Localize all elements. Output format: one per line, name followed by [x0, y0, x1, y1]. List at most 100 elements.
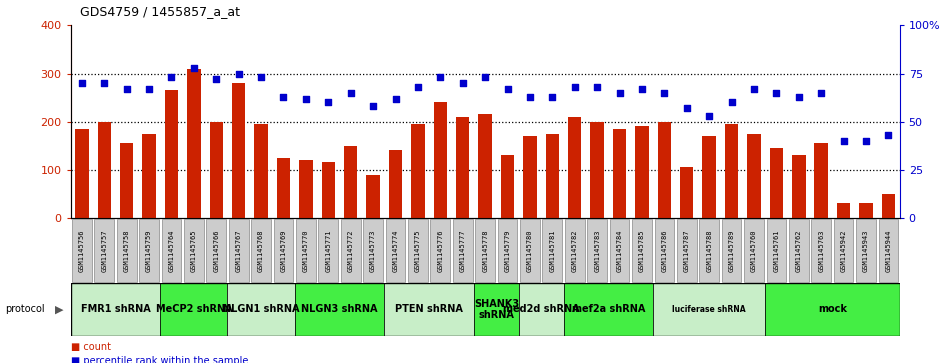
Text: GSM1145764: GSM1145764	[169, 229, 174, 272]
Point	[209, 76, 224, 82]
Text: GSM1145783: GSM1145783	[594, 229, 600, 272]
Text: PTEN shRNA: PTEN shRNA	[396, 305, 463, 314]
Bar	[120, 143, 134, 218]
Bar	[209, 122, 223, 218]
Text: protocol: protocol	[5, 305, 44, 314]
Text: GSM1145771: GSM1145771	[325, 229, 332, 272]
Bar	[72, 219, 91, 282]
Bar	[71, 283, 160, 336]
Bar	[744, 219, 764, 282]
Bar	[408, 219, 428, 282]
Point	[276, 94, 291, 99]
Point	[478, 74, 493, 80]
Bar	[632, 219, 652, 282]
Text: GSM1145761: GSM1145761	[773, 229, 779, 272]
Text: GSM1145774: GSM1145774	[393, 229, 398, 272]
Point	[321, 99, 336, 105]
Point	[432, 74, 447, 80]
Bar	[162, 219, 181, 282]
Bar	[476, 219, 495, 282]
Point	[388, 95, 403, 101]
Point	[634, 86, 649, 92]
Bar	[318, 219, 338, 282]
Point	[544, 94, 560, 99]
Bar	[856, 219, 876, 282]
Bar	[98, 122, 111, 218]
Point	[164, 74, 179, 80]
Bar	[501, 155, 514, 218]
Bar	[568, 117, 581, 218]
Bar	[412, 124, 425, 218]
Bar	[523, 136, 537, 218]
Bar	[433, 102, 447, 218]
Bar	[609, 219, 629, 282]
Text: GSM1145763: GSM1145763	[819, 229, 824, 272]
Text: mef2a shRNA: mef2a shRNA	[572, 305, 645, 314]
Point	[411, 84, 426, 90]
Text: ■ percentile rank within the sample: ■ percentile rank within the sample	[71, 356, 248, 363]
Bar	[767, 219, 787, 282]
Text: GSM1145785: GSM1145785	[639, 229, 645, 272]
Text: GSM1145758: GSM1145758	[123, 229, 130, 272]
Point	[612, 90, 627, 95]
Bar	[747, 134, 761, 218]
Bar	[811, 219, 831, 282]
Point	[187, 65, 202, 71]
Bar	[252, 219, 271, 282]
Bar	[587, 219, 607, 282]
Bar	[273, 219, 293, 282]
Bar	[321, 163, 335, 218]
Bar	[563, 283, 653, 336]
Text: mock: mock	[818, 305, 847, 314]
Point	[814, 90, 829, 95]
Text: GSM1145756: GSM1145756	[79, 229, 85, 272]
Point	[231, 70, 246, 76]
Text: NLGN3 shRNA: NLGN3 shRNA	[301, 305, 378, 314]
Point	[523, 94, 538, 99]
Bar	[613, 129, 626, 218]
Bar	[765, 283, 900, 336]
Bar	[519, 283, 563, 336]
Bar	[724, 124, 739, 218]
Text: GSM1145781: GSM1145781	[549, 229, 556, 272]
Bar	[94, 219, 114, 282]
Bar	[859, 203, 872, 218]
Point	[679, 105, 694, 111]
Bar	[680, 167, 693, 218]
Point	[881, 132, 896, 138]
Point	[836, 138, 852, 144]
Bar	[142, 134, 155, 218]
Text: GSM1145789: GSM1145789	[728, 229, 735, 272]
Point	[74, 80, 89, 86]
Bar	[160, 283, 227, 336]
Point	[657, 90, 672, 95]
Bar	[139, 219, 159, 282]
Point	[299, 95, 314, 101]
Point	[97, 80, 112, 86]
Text: GSM1145942: GSM1145942	[840, 229, 847, 272]
Bar	[658, 122, 671, 218]
Point	[141, 86, 156, 92]
Bar	[229, 219, 249, 282]
Bar	[699, 219, 719, 282]
Bar	[385, 219, 405, 282]
Bar	[545, 134, 559, 218]
Point	[702, 113, 717, 119]
Bar	[117, 219, 137, 282]
Point	[858, 138, 873, 144]
Bar	[295, 283, 384, 336]
Bar	[520, 219, 540, 282]
Bar	[703, 136, 716, 218]
Text: med2d shRNA: med2d shRNA	[503, 305, 579, 314]
Bar	[300, 160, 313, 218]
Text: GSM1145760: GSM1145760	[751, 229, 757, 272]
Bar	[456, 117, 469, 218]
Bar	[655, 219, 674, 282]
Bar	[187, 69, 201, 218]
Bar	[543, 219, 562, 282]
Bar	[364, 219, 383, 282]
Bar	[341, 219, 361, 282]
Text: ▶: ▶	[55, 305, 64, 314]
Text: GSM1145765: GSM1145765	[191, 229, 197, 272]
Text: GSM1145784: GSM1145784	[617, 229, 623, 272]
